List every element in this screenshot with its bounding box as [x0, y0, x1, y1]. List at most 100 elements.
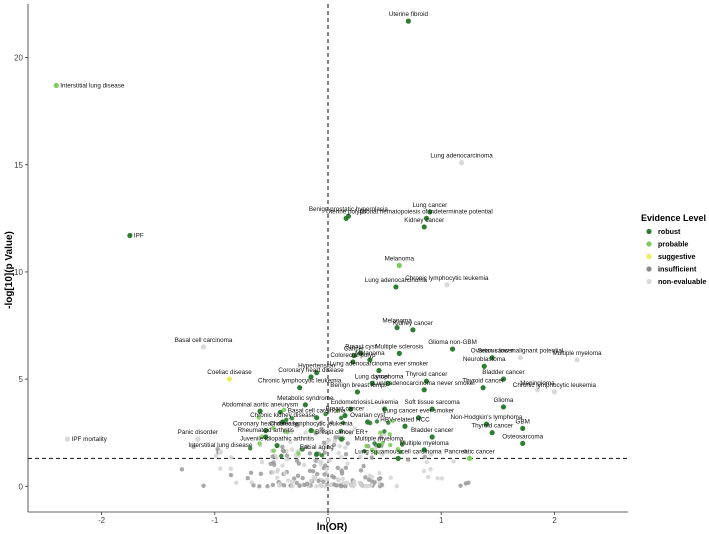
background-point [361, 463, 366, 469]
point-label: Coronary heart disease [233, 421, 299, 428]
data-point [263, 427, 269, 434]
point-label: Thyroid cancer [471, 423, 513, 430]
background-point [333, 435, 338, 440]
background-point [281, 407, 287, 413]
background-point [458, 483, 463, 488]
point-label: Osteosarcoma [502, 433, 543, 440]
background-point [270, 470, 275, 475]
data-point [195, 436, 201, 442]
background-point [358, 468, 364, 473]
data-point [376, 367, 382, 374]
background-point [280, 463, 285, 468]
y-tick-label: 20 [14, 54, 23, 63]
data-point [410, 327, 416, 333]
data-point [423, 378, 430, 384]
background-point [288, 439, 293, 445]
data-point [396, 262, 402, 269]
background-point [366, 477, 372, 482]
background-point [327, 458, 332, 463]
data-point [385, 380, 391, 386]
background-point [300, 447, 305, 452]
background-point [377, 471, 382, 476]
data-point [481, 363, 487, 369]
background-point [349, 483, 355, 489]
data-point [200, 344, 207, 350]
point-label: Basal cell carcinoma [175, 337, 233, 344]
y-axis-ticks: 0 5 10 15 20 [14, 54, 28, 491]
data-point [574, 357, 580, 363]
x-tick-label: -1 [211, 516, 219, 525]
background-point [321, 440, 327, 446]
point-label: Chronic kidney disease [250, 412, 316, 419]
legend-label: non-evaluable [658, 277, 706, 286]
background-point [339, 455, 344, 460]
data-point [396, 350, 402, 356]
point-label: Metabolic syndrome [277, 395, 334, 402]
point-label: Breast cancer ER+ [315, 429, 368, 436]
data-point [308, 427, 314, 434]
data-point [280, 419, 286, 425]
data-point [421, 447, 427, 453]
data-point [421, 224, 427, 230]
background-point [466, 480, 471, 485]
data-point [458, 160, 465, 166]
point-label: Coeliac disease [207, 369, 252, 376]
data-point [348, 406, 354, 412]
data-point [444, 282, 450, 288]
background-point [398, 449, 403, 455]
point-label: Melanoma [355, 350, 385, 357]
point-label: Ovarian cancer [471, 348, 514, 355]
background-point [317, 482, 323, 488]
background-point [343, 445, 348, 450]
point-label: Cancer [344, 346, 364, 353]
background-point [305, 481, 310, 486]
background-point [382, 429, 387, 434]
background-point [343, 451, 349, 457]
background-point [387, 432, 392, 437]
data-point [500, 404, 507, 410]
background-point [274, 475, 280, 480]
background-point [380, 452, 385, 457]
background-point [191, 444, 196, 450]
data-point [394, 325, 400, 331]
x-axis-title: ln(OR) [317, 522, 348, 533]
legend-title: Evidence Level [641, 213, 706, 223]
background-point [270, 482, 276, 488]
point-label: Ovarian cyst [350, 412, 385, 419]
background-point [304, 444, 310, 449]
point-label: HBV-related HCC [380, 416, 430, 423]
background-point [281, 483, 287, 488]
legend-key-robust [646, 228, 652, 235]
data-point [429, 434, 435, 440]
background-point [315, 471, 320, 477]
background-point [336, 478, 341, 483]
point-label: Juvenile idiopathic arthritis [240, 436, 314, 443]
background-point [428, 452, 434, 457]
background-point [296, 451, 301, 456]
background-point [328, 482, 333, 488]
point-label: Hypertension [298, 363, 336, 370]
data-point [500, 376, 507, 382]
background-point [228, 472, 234, 478]
legend-key-insufficient [646, 266, 652, 272]
background-point [297, 483, 302, 489]
point-label: Uterine fibroid [389, 11, 429, 18]
background-point [201, 483, 206, 489]
point-label: Lung squamous cell carcinoma [355, 448, 442, 455]
background-point [294, 458, 300, 463]
y-axis-title: -log[10](p Value) [4, 231, 15, 309]
background-point [378, 435, 384, 440]
point-label: Lung adenocarcinoma never smoker [373, 380, 475, 387]
data-point [314, 370, 320, 376]
legend-label: suggestive [658, 252, 696, 261]
background-point [344, 480, 350, 485]
point-labels: Uterine fibroid Interstitial lung disease… [60, 11, 602, 455]
point-label: Interstitial lung disease [188, 442, 253, 449]
background-point [368, 482, 374, 487]
data-point [308, 374, 314, 380]
background-point [303, 430, 308, 436]
data-point [351, 352, 357, 359]
legend: Evidence Level robust probable suggestive i… [641, 213, 706, 286]
background-point [322, 472, 327, 477]
data-point [274, 442, 280, 449]
